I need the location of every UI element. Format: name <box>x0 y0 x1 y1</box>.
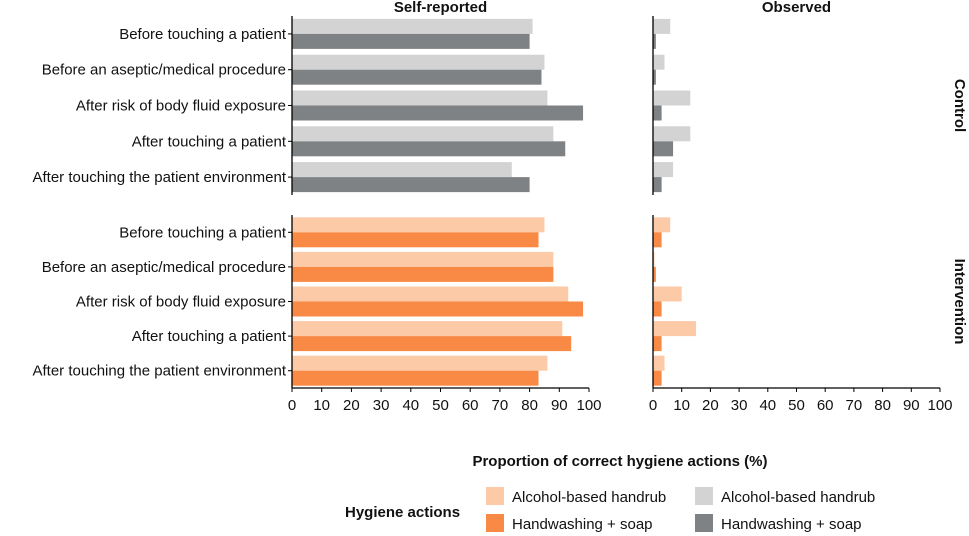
x-tick-label: 10 <box>313 397 330 414</box>
bar-alcohol-based-handrub-before-an-aseptic-medical-procedure <box>653 54 665 70</box>
y-tick-label: After touching a patient <box>132 328 287 345</box>
bar-alcohol-based-handrub-after-touching-a-patient <box>292 126 554 142</box>
x-tick-label: 90 <box>903 397 920 414</box>
bar-alcohol-based-handrub-after-touching-a-patient <box>292 321 563 337</box>
bar-handwashing-soap-after-touching-the-patient-environment <box>653 177 662 193</box>
x-tick-label: 0 <box>649 397 657 414</box>
x-tick-label: 100 <box>927 397 952 414</box>
legend-item-intervention-handwashing-soap: Handwashing + soap <box>486 514 653 533</box>
bar-alcohol-based-handrub-after-risk-of-body-fluid-exposure <box>653 286 682 302</box>
bar-handwashing-soap-after-touching-a-patient <box>653 141 674 157</box>
legend-label: Handwashing + soap <box>721 516 862 533</box>
facet-column-label-observed: Observed <box>762 0 831 16</box>
x-tick-label: 80 <box>874 397 891 414</box>
y-tick-label: After touching the patient environment <box>33 169 287 186</box>
bar-alcohol-based-handrub-after-touching-the-patient-environment <box>653 355 665 371</box>
bar-handwashing-soap-before-an-aseptic-medical-procedure <box>292 266 554 282</box>
bar-alcohol-based-handrub-before-an-aseptic-medical-procedure <box>653 251 655 267</box>
x-axis-title: Proportion of correct hygiene actions (%… <box>472 453 767 470</box>
bar-alcohol-based-handrub-after-touching-the-patient-environment <box>292 162 512 178</box>
bar-handwashing-soap-before-an-aseptic-medical-procedure <box>653 266 656 282</box>
x-tick-label: 30 <box>731 397 748 414</box>
bar-handwashing-soap-before-touching-a-patient <box>653 33 656 49</box>
bar-handwashing-soap-after-risk-of-body-fluid-exposure <box>292 301 584 317</box>
facet-row-label-intervention: Intervention <box>951 259 968 345</box>
bar-alcohol-based-handrub-before-touching-a-patient <box>292 18 533 34</box>
bar-handwashing-soap-before-an-aseptic-medical-procedure <box>653 69 656 85</box>
bar-alcohol-based-handrub-after-touching-the-patient-environment <box>653 162 674 178</box>
x-tick-label: 50 <box>788 397 805 414</box>
bar-alcohol-based-handrub-before-an-aseptic-medical-procedure <box>292 54 545 70</box>
bar-handwashing-soap-after-risk-of-body-fluid-exposure <box>653 105 662 121</box>
bar-handwashing-soap-before-an-aseptic-medical-procedure <box>292 69 542 85</box>
bar-alcohol-based-handrub-after-risk-of-body-fluid-exposure <box>653 90 691 106</box>
facet-row-label-control: Control <box>951 79 968 132</box>
bar-handwashing-soap-before-touching-a-patient <box>292 33 530 49</box>
legend-item-intervention-alcohol-based-handrub: Alcohol-based handrub <box>486 487 666 506</box>
bar-alcohol-based-handrub-before-touching-a-patient <box>292 217 545 233</box>
bar-alcohol-based-handrub-after-risk-of-body-fluid-exposure <box>292 90 548 106</box>
bar-alcohol-based-handrub-before-an-aseptic-medical-procedure <box>292 251 554 267</box>
bar-handwashing-soap-before-touching-a-patient <box>653 232 662 248</box>
x-tick-label: 40 <box>402 397 419 414</box>
bar-handwashing-soap-after-touching-the-patient-environment <box>292 177 530 193</box>
legend-label: Handwashing + soap <box>512 516 653 533</box>
bar-handwashing-soap-after-touching-the-patient-environment <box>653 370 662 386</box>
chart-axes <box>288 16 941 392</box>
legend-swatch <box>695 487 713 505</box>
bar-alcohol-based-handrub-after-risk-of-body-fluid-exposure <box>292 286 569 302</box>
legend-label: Alcohol-based handrub <box>512 489 666 506</box>
x-tick-label: 20 <box>343 397 360 414</box>
bar-alcohol-based-handrub-after-touching-a-patient <box>653 126 691 142</box>
bar-handwashing-soap-after-touching-a-patient <box>292 336 572 352</box>
x-tick-label: 40 <box>759 397 776 414</box>
bar-alcohol-based-handrub-before-touching-a-patient <box>653 18 671 34</box>
y-tick-label: After risk of body fluid exposure <box>76 98 286 115</box>
x-tick-label: 30 <box>373 397 390 414</box>
x-tick-label: 10 <box>673 397 690 414</box>
legend-label: Alcohol-based handrub <box>721 489 875 506</box>
bar-handwashing-soap-after-touching-a-patient <box>653 336 662 352</box>
legend-swatch <box>486 514 504 532</box>
x-tick-label: 0 <box>288 397 296 414</box>
facet-column-label-self-reported: Self-reported <box>394 0 487 16</box>
y-tick-label: After touching the patient environment <box>33 363 287 380</box>
bar-alcohol-based-handrub-after-touching-a-patient <box>653 321 697 337</box>
panel-observed-intervention <box>653 217 697 386</box>
panel-self-reported-intervention <box>292 217 584 386</box>
legend-swatch <box>486 487 504 505</box>
panel-self-reported-control <box>292 18 584 193</box>
x-tick-label: 50 <box>432 397 449 414</box>
chart-panels <box>292 18 697 386</box>
bar-handwashing-soap-after-risk-of-body-fluid-exposure <box>653 301 662 317</box>
x-tick-label: 60 <box>817 397 834 414</box>
y-tick-label: Before touching a patient <box>119 224 287 241</box>
y-tick-label: Before an aseptic/medical procedure <box>42 259 286 276</box>
y-tick-label: Before an aseptic/medical procedure <box>42 62 286 79</box>
bar-alcohol-based-handrub-after-touching-the-patient-environment <box>292 355 548 371</box>
x-tick-label: 70 <box>846 397 863 414</box>
x-tick-label: 100 <box>576 397 601 414</box>
bar-handwashing-soap-after-risk-of-body-fluid-exposure <box>292 105 584 121</box>
x-tick-label: 90 <box>551 397 568 414</box>
bar-alcohol-based-handrub-before-touching-a-patient <box>653 217 671 233</box>
x-tick-label: 60 <box>462 397 479 414</box>
x-tick-label: 70 <box>492 397 509 414</box>
legend-item-control-alcohol-based-handrub: Alcohol-based handrub <box>695 487 875 506</box>
panel-observed-control <box>653 18 691 193</box>
y-tick-label: Before touching a patient <box>119 26 287 43</box>
chart-legend: Hygiene actions Alcohol-based handrub Hand… <box>345 487 875 533</box>
bar-handwashing-soap-after-touching-a-patient <box>292 141 566 157</box>
bar-handwashing-soap-after-touching-the-patient-environment <box>292 370 539 386</box>
bar-handwashing-soap-before-touching-a-patient <box>292 232 539 248</box>
legend-item-control-handwashing-soap: Handwashing + soap <box>695 514 862 533</box>
x-tick-label: 20 <box>702 397 719 414</box>
x-tick-label: 80 <box>521 397 538 414</box>
y-tick-label: After touching a patient <box>132 133 287 150</box>
y-tick-label: After risk of body fluid exposure <box>76 294 286 311</box>
legend-title: Hygiene actions <box>345 504 460 521</box>
legend-swatch <box>695 514 713 532</box>
chart-labels: Before touching a patient Before an asept… <box>33 0 969 470</box>
